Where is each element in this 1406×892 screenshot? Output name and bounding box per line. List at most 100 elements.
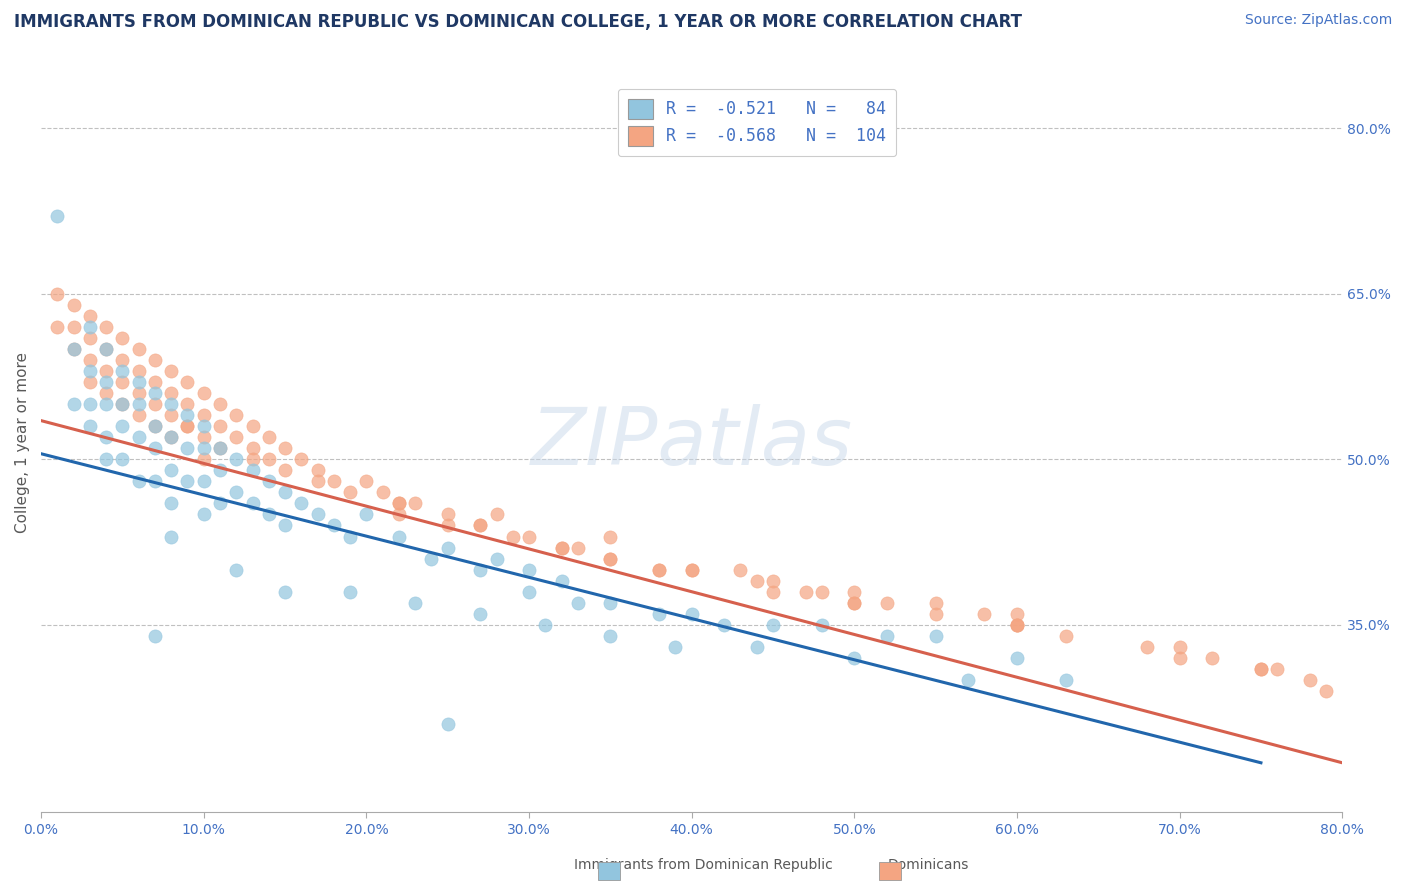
Point: [96, 319, 118, 334]
Point: [517, 584, 540, 599]
Point: [111, 364, 134, 378]
Point: [143, 629, 166, 643]
Point: [79, 331, 101, 345]
Point: [128, 397, 150, 411]
Point: [274, 518, 297, 533]
Point: [46, 286, 69, 301]
Point: [193, 508, 215, 522]
Point: [339, 529, 361, 543]
Point: [470, 518, 492, 533]
Point: [242, 463, 264, 477]
Point: [436, 518, 458, 533]
Point: [111, 331, 134, 345]
Point: [160, 496, 183, 510]
Point: [1005, 607, 1028, 621]
Point: [242, 452, 264, 467]
Point: [225, 485, 247, 500]
Point: [388, 496, 411, 510]
Point: [876, 596, 898, 610]
Point: [550, 541, 572, 555]
Point: [470, 607, 492, 621]
Point: [96, 430, 118, 444]
Point: [143, 375, 166, 389]
Point: [599, 551, 621, 566]
Point: [193, 408, 215, 422]
Point: [762, 574, 785, 588]
Point: [208, 496, 231, 510]
Point: [681, 563, 703, 577]
Point: [290, 496, 312, 510]
Point: [160, 430, 183, 444]
Point: [307, 508, 329, 522]
Point: [599, 551, 621, 566]
Point: [176, 442, 198, 456]
Point: [844, 584, 866, 599]
Point: [762, 617, 785, 632]
Point: [274, 442, 297, 456]
Text: IMMIGRANTS FROM DOMINICAN REPUBLIC VS DOMINICAN COLLEGE, 1 YEAR OR MORE CORRELAT: IMMIGRANTS FROM DOMINICAN REPUBLIC VS DO…: [14, 13, 1022, 31]
Point: [79, 309, 101, 323]
Point: [62, 319, 84, 334]
Point: [79, 319, 101, 334]
Point: [208, 442, 231, 456]
Point: [208, 397, 231, 411]
Point: [567, 541, 589, 555]
Point: [176, 419, 198, 434]
Point: [1315, 684, 1337, 698]
Point: [111, 452, 134, 467]
Point: [128, 364, 150, 378]
Point: [143, 397, 166, 411]
Point: [745, 574, 768, 588]
Point: [96, 452, 118, 467]
Point: [128, 375, 150, 389]
Point: [160, 463, 183, 477]
Point: [176, 475, 198, 489]
Point: [257, 475, 280, 489]
Point: [1005, 617, 1028, 632]
Point: [79, 375, 101, 389]
Point: [436, 508, 458, 522]
Point: [534, 617, 557, 632]
Point: [128, 342, 150, 356]
Point: [1054, 673, 1077, 687]
Point: [388, 496, 411, 510]
Point: [322, 475, 344, 489]
Point: [46, 319, 69, 334]
Text: Immigrants from Dominican Republic: Immigrants from Dominican Republic: [574, 858, 832, 872]
Point: [485, 508, 508, 522]
Point: [160, 408, 183, 422]
Point: [648, 563, 671, 577]
Point: [46, 210, 69, 224]
Point: [307, 475, 329, 489]
Point: [1201, 651, 1223, 665]
Point: [143, 442, 166, 456]
Point: [160, 386, 183, 401]
Point: [128, 386, 150, 401]
Point: [208, 463, 231, 477]
Point: [193, 419, 215, 434]
Point: [143, 419, 166, 434]
Point: [208, 419, 231, 434]
Point: [143, 386, 166, 401]
Point: [1136, 640, 1159, 654]
Point: [713, 617, 735, 632]
Point: [436, 717, 458, 731]
Point: [96, 364, 118, 378]
Point: [924, 607, 946, 621]
Point: [388, 508, 411, 522]
Point: [599, 629, 621, 643]
Point: [128, 408, 150, 422]
Point: [420, 551, 443, 566]
Point: [957, 673, 980, 687]
Point: [924, 629, 946, 643]
Point: [567, 596, 589, 610]
Point: [208, 442, 231, 456]
Point: [1299, 673, 1322, 687]
Point: [111, 353, 134, 368]
Point: [550, 541, 572, 555]
Point: [160, 364, 183, 378]
Point: [681, 607, 703, 621]
Point: [502, 529, 524, 543]
Point: [794, 584, 817, 599]
Point: [242, 419, 264, 434]
